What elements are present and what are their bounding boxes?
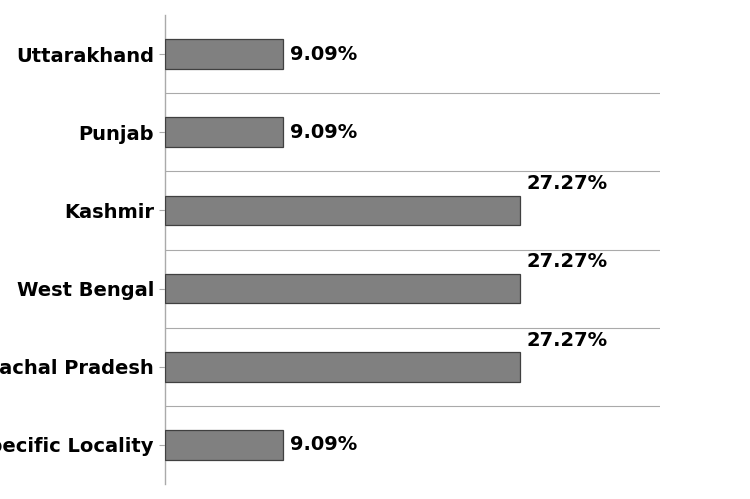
Text: 27.27%: 27.27% (526, 174, 608, 193)
Bar (165, 39, 284, 69)
Bar (165, 430, 284, 460)
Bar (165, 117, 284, 147)
Text: 27.27%: 27.27% (526, 252, 608, 271)
Text: 27.27%: 27.27% (526, 330, 608, 350)
Bar (165, 352, 520, 382)
Text: 9.09%: 9.09% (290, 436, 357, 455)
Bar (165, 196, 520, 225)
Text: 9.09%: 9.09% (290, 44, 357, 63)
Text: 9.09%: 9.09% (290, 123, 357, 142)
Bar (165, 274, 520, 303)
